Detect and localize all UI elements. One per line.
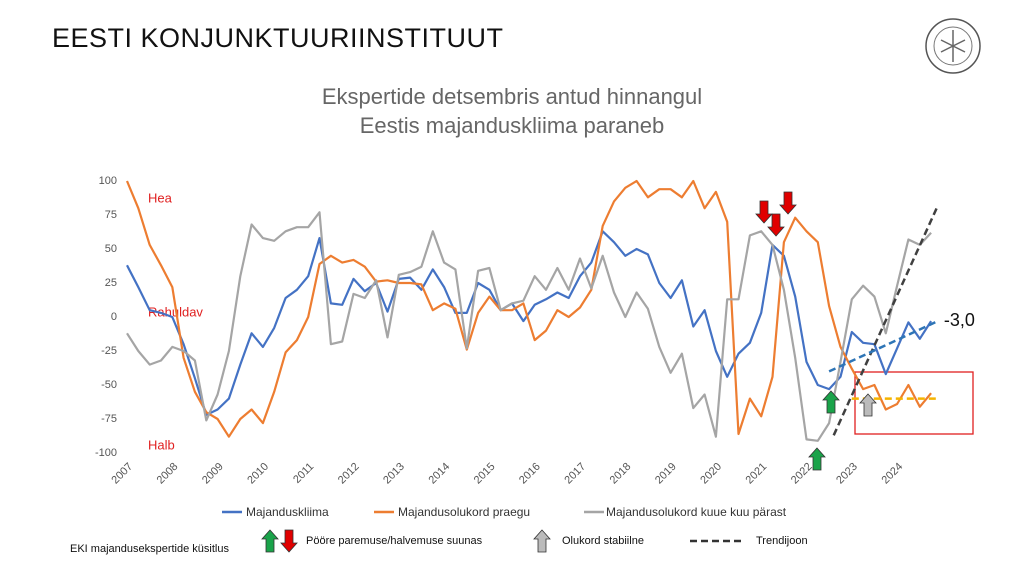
legend-label: Majanduskliima xyxy=(246,505,329,519)
logo xyxy=(925,18,981,74)
down-arrow xyxy=(779,191,797,215)
x-tick-label: 2014 xyxy=(426,461,452,487)
series-line xyxy=(126,211,932,442)
legend-label: Majandusolukord kuue kuu pärast xyxy=(606,505,787,519)
up-arrow xyxy=(822,390,840,414)
y-tick-label: 75 xyxy=(105,209,117,221)
down-arrow xyxy=(767,213,785,237)
header: EESTI KONJUNKTUURIINSTITUUT xyxy=(52,23,504,53)
x-tick-label: 2009 xyxy=(200,461,226,487)
legend-text: Olukord stabiilne xyxy=(562,535,644,547)
x-tick-label: 2015 xyxy=(472,461,498,487)
x-tick-label: 2023 xyxy=(834,461,860,487)
logo-inner xyxy=(933,26,973,66)
x-tick-label: 2018 xyxy=(608,461,634,487)
down-arrow xyxy=(755,200,773,224)
legend-up-arrow xyxy=(261,529,279,553)
x-tick-label: 2017 xyxy=(562,461,588,487)
bottom-legend: EKI majandusekspertide küsitlus Pööre pa… xyxy=(70,529,808,555)
y-tick-label: -25 xyxy=(101,345,117,357)
legend-down-arrow xyxy=(280,529,298,553)
legend-label: Majandusolukord praegu xyxy=(398,505,530,519)
plot: 100 75 50 25 0 -25 -50 -75 -100 2007 2008 2009 2010 2… xyxy=(95,175,975,519)
x-tick-label: 2008 xyxy=(155,461,181,487)
y-tick-label: 0 xyxy=(111,311,117,323)
x-tick-label: 2011 xyxy=(291,461,316,486)
y-tick-label: 100 xyxy=(99,175,117,187)
y-tick-label: -75 xyxy=(101,413,117,425)
y-tick-label: -100 xyxy=(95,447,117,459)
stable-arrow xyxy=(859,393,877,417)
highlight-box xyxy=(854,371,974,435)
series-line xyxy=(126,230,933,416)
x-tick-label: 2016 xyxy=(517,461,543,487)
source: EKI majandusekspertide küsitlus xyxy=(70,543,229,555)
logo-mark xyxy=(940,30,966,62)
chart-subtitle: Eestis majanduskliima paraneb xyxy=(360,113,665,138)
x-tick-label: 2007 xyxy=(109,461,135,487)
legend-text: Trendijoon xyxy=(756,535,808,547)
up-arrow xyxy=(808,447,826,471)
y-tick-label: 50 xyxy=(105,243,117,255)
logo-ring xyxy=(925,18,981,74)
y-tick-label: 25 xyxy=(105,277,117,289)
x-tick-label: 2019 xyxy=(653,461,679,487)
x-tick-label: 2010 xyxy=(245,461,271,487)
trend-line xyxy=(828,319,939,373)
chart-title: Ekspertide detsembris antud hinnangul xyxy=(322,84,702,109)
x-tick-label: 2020 xyxy=(698,461,724,487)
trend-line xyxy=(832,204,940,436)
arrows xyxy=(755,191,877,471)
annotation: -3,0 xyxy=(944,310,975,330)
zone-label: Hea xyxy=(148,190,173,205)
x-tick-label: 2012 xyxy=(336,461,362,487)
legend-text: Pööre paremuse/halvemuse suunas xyxy=(306,535,483,547)
legend-stable-arrow xyxy=(533,529,551,553)
zone-label: Halb xyxy=(148,437,175,452)
x-tick-label: 2024 xyxy=(879,461,905,487)
x-tick-label: 2021 xyxy=(744,461,770,487)
series-line xyxy=(125,179,932,438)
y-tick-label: -50 xyxy=(101,379,117,391)
x-tick-label: 2013 xyxy=(381,461,407,487)
x-tick-label: 2022 xyxy=(789,461,815,487)
